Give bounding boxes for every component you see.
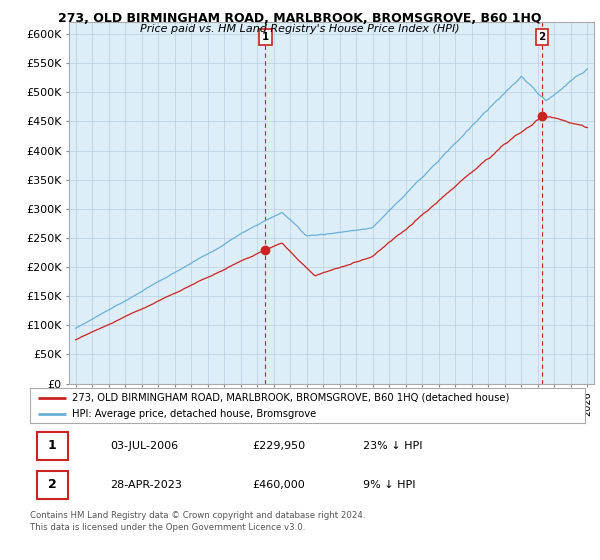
Text: £460,000: £460,000 (252, 480, 305, 490)
Text: 1: 1 (48, 440, 56, 452)
Text: 2: 2 (538, 32, 545, 42)
Text: 1: 1 (262, 32, 269, 42)
Text: 03-JUL-2006: 03-JUL-2006 (110, 441, 179, 451)
Text: HPI: Average price, detached house, Bromsgrove: HPI: Average price, detached house, Brom… (71, 409, 316, 419)
Text: 273, OLD BIRMINGHAM ROAD, MARLBROOK, BROMSGROVE, B60 1HQ (detached house): 273, OLD BIRMINGHAM ROAD, MARLBROOK, BRO… (71, 393, 509, 403)
Text: 9% ↓ HPI: 9% ↓ HPI (363, 480, 415, 490)
Text: Price paid vs. HM Land Registry's House Price Index (HPI): Price paid vs. HM Land Registry's House … (140, 24, 460, 34)
Text: Contains HM Land Registry data © Crown copyright and database right 2024.
This d: Contains HM Land Registry data © Crown c… (30, 511, 365, 531)
Text: 28-APR-2023: 28-APR-2023 (110, 480, 182, 490)
Text: £229,950: £229,950 (252, 441, 305, 451)
Text: 23% ↓ HPI: 23% ↓ HPI (363, 441, 422, 451)
Text: 2: 2 (48, 478, 56, 491)
FancyBboxPatch shape (37, 432, 68, 460)
Text: 273, OLD BIRMINGHAM ROAD, MARLBROOK, BROMSGROVE, B60 1HQ: 273, OLD BIRMINGHAM ROAD, MARLBROOK, BRO… (58, 12, 542, 25)
FancyBboxPatch shape (37, 471, 68, 498)
